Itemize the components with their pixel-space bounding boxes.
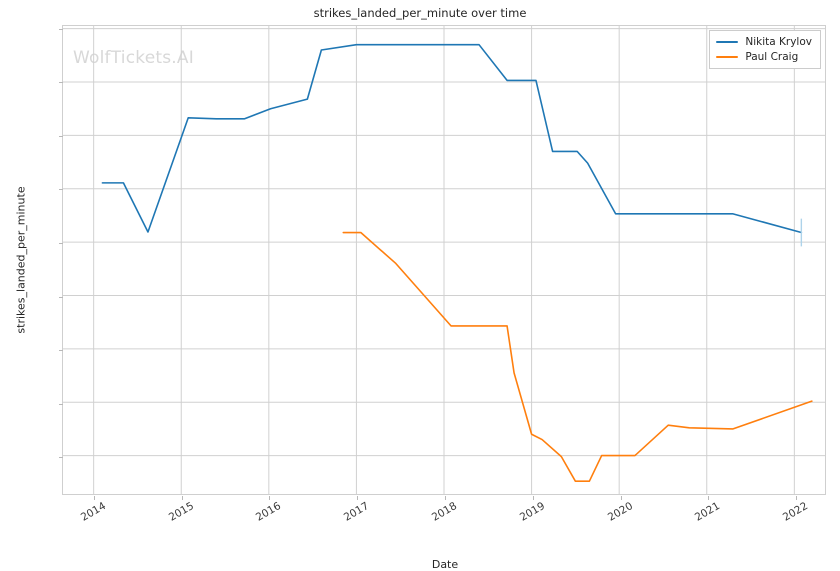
y-tick-mark [59,296,63,298]
y-tick-mark [59,457,63,459]
y-tick-mark [59,350,63,352]
y-tick-mark [59,82,63,84]
x-tick-label: 2020 [605,500,635,524]
y-axis-label: strikes_landed_per_minute [14,186,28,334]
plot-area: WolfTickets.AI strikes_landed_per_minute… [15,25,826,571]
grid-lines [63,26,825,494]
x-tick-mark [269,496,271,500]
x-tick-label: 2021 [693,500,723,524]
x-tick-mark [445,496,446,500]
legend-swatch-icon [716,56,739,58]
legend-item[interactable]: Paul Craig [716,51,812,63]
y-tick-mark [59,189,63,191]
chart-legend: Nikita Krylov Paul Craig [709,30,821,69]
x-tick-mark [620,496,622,500]
x-tick-label: 2019 [517,500,547,524]
legend-item[interactable]: Nikita Krylov [716,36,812,48]
data-lines [101,43,813,482]
x-tick-mark [181,496,183,500]
x-tick-label: 2022 [781,500,811,524]
x-tick-label: 2014 [78,500,108,524]
legend-swatch-icon [716,41,739,43]
x-tick-label: 2015 [166,500,196,524]
x-tick-label: 2018 [429,500,459,524]
x-tick-mark [796,496,798,500]
x-axis-label: Date [431,558,459,571]
legend-label: Paul Craig [745,51,799,63]
x-tick-mark [708,496,710,500]
x-tick-mark [357,496,359,500]
series-line [101,43,803,234]
x-tick-mark [532,496,534,500]
y-tick-mark [59,28,63,30]
series-line [342,231,813,482]
chart-title: strikes_landed_per_minute over time [313,6,527,20]
y-tick-mark [59,135,63,137]
x-tick-mark [93,496,95,500]
x-tick-label: 2017 [342,500,372,524]
y-tick-mark [59,243,63,245]
y-tick-mark [59,403,63,405]
watermark: WolfTickets.AI [73,48,194,68]
legend-label: Nikita Krylov [745,36,812,48]
x-tick-label: 2016 [254,500,284,524]
